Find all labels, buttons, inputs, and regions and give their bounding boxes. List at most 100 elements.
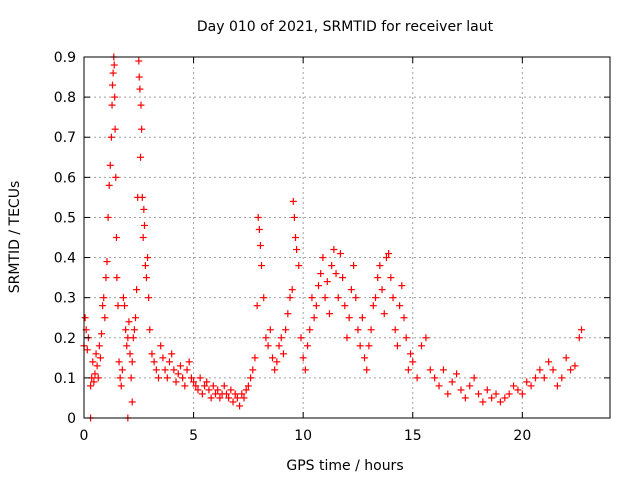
data-point (242, 386, 250, 394)
data-point (562, 354, 570, 362)
data-point (492, 390, 500, 398)
data-point (229, 398, 237, 406)
data-point (325, 310, 333, 318)
data-point (385, 250, 393, 258)
data-point (258, 262, 266, 270)
data-point (345, 314, 353, 322)
data-point (133, 286, 141, 294)
data-point (308, 294, 316, 302)
data-point (319, 254, 327, 262)
data-point (203, 378, 211, 386)
data-point (122, 326, 130, 334)
y-tick-label: 0.1 (54, 371, 76, 387)
y-tick-label: 0.4 (54, 251, 76, 267)
data-point (363, 366, 371, 374)
data-point (94, 374, 102, 382)
data-point (279, 350, 287, 358)
data-point (233, 394, 241, 402)
data-point (334, 294, 342, 302)
data-point (380, 310, 388, 318)
data-point (291, 234, 299, 241)
data-point (207, 394, 215, 402)
data-point (439, 366, 447, 374)
data-point (457, 386, 465, 394)
data-point (225, 394, 233, 402)
data-point (220, 382, 228, 390)
x-tick-label: 5 (189, 428, 198, 444)
data-point (328, 262, 336, 270)
data-point (304, 342, 312, 350)
data-points (80, 53, 586, 422)
data-point (209, 382, 217, 390)
y-tick-label: 0.6 (54, 170, 76, 186)
data-point (431, 374, 439, 382)
data-point (536, 366, 544, 374)
data-point (374, 274, 382, 282)
data-point (290, 213, 298, 221)
data-point (205, 386, 213, 394)
data-point (163, 374, 171, 382)
data-point (222, 390, 230, 398)
data-point (475, 390, 482, 398)
y-tick-label: 0.9 (54, 50, 76, 66)
data-point (140, 205, 148, 213)
data-point (350, 262, 358, 270)
data-point (125, 318, 133, 326)
data-point (553, 382, 561, 390)
data-point (81, 314, 89, 322)
data-point (98, 330, 106, 338)
data-point (183, 366, 191, 374)
data-point (249, 366, 257, 374)
data-point (378, 286, 386, 294)
data-point (190, 378, 198, 386)
data-point (114, 302, 122, 310)
data-point (89, 358, 97, 366)
data-point (567, 366, 575, 374)
data-point (101, 314, 109, 322)
grid-lines (84, 57, 610, 418)
data-point (400, 314, 408, 322)
data-point (448, 378, 456, 386)
axis-ticks: 0 0.1 0.2 0.3 0.4 0.5 0.6 0.7 0.8 0.9 0 5 10 15 20 (54, 50, 610, 444)
data-point (247, 374, 255, 382)
data-point (212, 390, 219, 398)
data-point (196, 374, 204, 382)
data-point (123, 342, 131, 350)
data-point (137, 153, 145, 161)
data-point (103, 258, 111, 266)
data-point (354, 326, 362, 334)
data-point (130, 326, 138, 334)
data-point (391, 326, 399, 334)
data-point (121, 302, 129, 310)
data-point (575, 334, 583, 342)
data-point (95, 342, 103, 350)
data-point (312, 302, 320, 310)
data-point (100, 294, 108, 302)
data-point (181, 382, 189, 390)
data-point (310, 314, 318, 322)
data-point (176, 362, 184, 370)
data-point (90, 378, 98, 386)
data-point (470, 374, 478, 382)
data-point (135, 73, 143, 81)
y-tick-label: 0.7 (54, 130, 76, 146)
data-point (282, 326, 290, 334)
data-point (255, 225, 263, 233)
data-point (413, 374, 421, 382)
data-point (527, 382, 535, 390)
data-point (138, 193, 146, 201)
data-point (299, 354, 307, 362)
data-point (510, 382, 518, 390)
data-point (387, 274, 395, 282)
data-point (367, 326, 375, 334)
data-point (275, 342, 283, 350)
data-point (159, 354, 167, 362)
data-point (369, 302, 377, 310)
data-point (389, 294, 397, 302)
data-point (407, 350, 415, 358)
data-point (284, 310, 292, 318)
data-point (240, 394, 248, 402)
data-point (268, 354, 276, 362)
data-point (306, 326, 314, 334)
data-point (244, 382, 252, 390)
